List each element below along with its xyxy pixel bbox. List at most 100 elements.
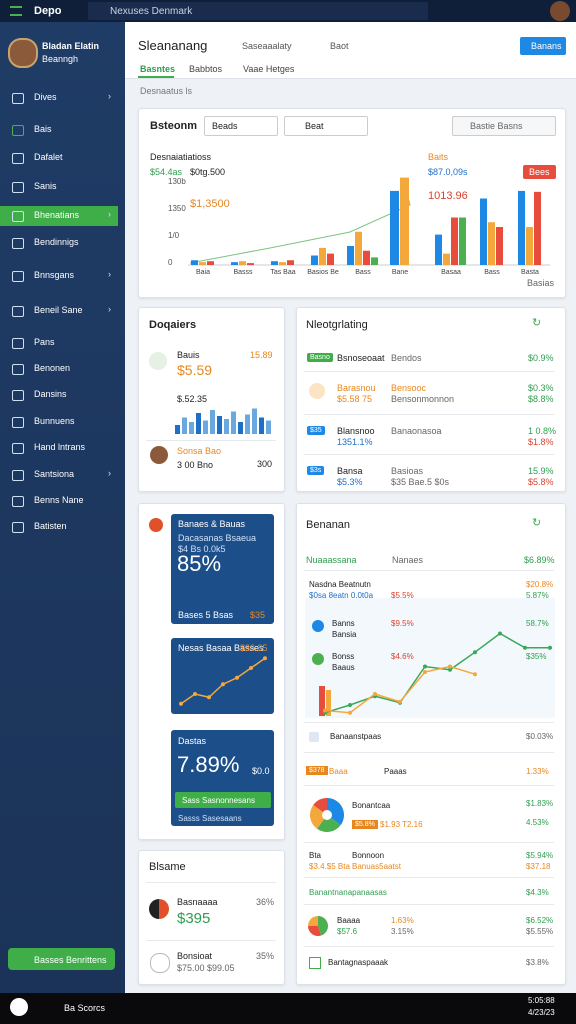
profile-name: Bladan Elatin bbox=[42, 41, 100, 51]
user-avatar[interactable] bbox=[550, 1, 570, 21]
primary-button[interactable] bbox=[520, 37, 566, 55]
menu-item[interactable]: Bnnsgans bbox=[34, 270, 75, 280]
tile-button[interactable] bbox=[175, 792, 271, 808]
spark-bar bbox=[224, 419, 229, 434]
header-link[interactable]: Saseaaalaty bbox=[242, 41, 292, 51]
row-right: $5.55% bbox=[526, 927, 554, 936]
divider bbox=[304, 877, 554, 878]
sidebar bbox=[0, 22, 125, 993]
bar bbox=[319, 247, 326, 265]
tab[interactable]: Babbtos bbox=[189, 64, 223, 74]
menu-item[interactable]: Dafalet bbox=[34, 152, 63, 162]
menu-item[interactable]: Bunnuens bbox=[34, 416, 75, 426]
search-box[interactable] bbox=[88, 2, 428, 20]
spark-bar bbox=[203, 420, 208, 434]
menu-icon bbox=[12, 470, 24, 481]
menu-item[interactable]: Dives bbox=[34, 92, 57, 102]
tile[interactable] bbox=[171, 638, 274, 714]
bar bbox=[451, 217, 458, 265]
tile-point bbox=[221, 682, 225, 687]
tile[interactable] bbox=[171, 730, 274, 826]
clock: 5:05:88 bbox=[528, 996, 555, 1005]
devices-card bbox=[138, 307, 285, 492]
divider bbox=[146, 440, 276, 441]
profile-role: Beanngh bbox=[42, 54, 79, 64]
item-name: Basnaaaa bbox=[177, 897, 218, 907]
menu-item[interactable]: Bendinnigs bbox=[34, 237, 79, 247]
row-name: Blansnoo bbox=[337, 426, 375, 436]
bar bbox=[287, 260, 294, 265]
menu-active bbox=[0, 206, 118, 226]
row-name: Banns bbox=[332, 619, 355, 628]
menu-arrow: › bbox=[108, 304, 111, 314]
row-badge: $3s bbox=[307, 466, 325, 475]
date: 4/23/23 bbox=[528, 1008, 555, 1017]
tab[interactable]: Basntes bbox=[140, 64, 176, 74]
series-point bbox=[323, 708, 327, 713]
bar bbox=[311, 255, 318, 265]
head-name: Nuaaassana bbox=[306, 555, 357, 565]
row-right: $5.94% bbox=[526, 851, 554, 860]
row-sub: $1.93 T2.16 bbox=[380, 820, 423, 829]
bar bbox=[199, 262, 206, 265]
row-mid: Banaonasoa bbox=[391, 426, 442, 436]
tile[interactable] bbox=[171, 514, 274, 624]
tile-title: Dastas bbox=[178, 736, 207, 746]
bar bbox=[355, 231, 362, 265]
bar bbox=[231, 262, 238, 265]
tab[interactable]: Vaae Hetges bbox=[243, 64, 295, 74]
menu-item[interactable]: Santsiona bbox=[34, 469, 75, 479]
menu-item[interactable]: Pans bbox=[34, 337, 55, 347]
row-name: Barasnou bbox=[337, 383, 376, 393]
menu-item[interactable]: Hand lntrans bbox=[34, 442, 86, 452]
profile-avatar bbox=[8, 38, 38, 68]
menu-icon bbox=[12, 443, 24, 454]
task-search[interactable]: Ba Scorcs bbox=[64, 1003, 106, 1013]
header-link[interactable]: Baot bbox=[330, 41, 349, 51]
menu-item[interactable]: Batisten bbox=[34, 521, 67, 531]
item-side: 15.89 bbox=[250, 350, 273, 360]
menu-item[interactable]: Sanis bbox=[34, 181, 57, 191]
menu-item[interactable]: Bhenatians bbox=[34, 210, 80, 220]
filter[interactable] bbox=[204, 116, 278, 136]
tile-point bbox=[263, 656, 267, 661]
tile-sub: $4 Bs 0.0k5 bbox=[178, 544, 226, 554]
row-mid: $35 Bae.5 $0s bbox=[391, 477, 450, 487]
right-caption: Baits bbox=[428, 152, 449, 162]
search-text: Nexuses Denmark bbox=[110, 6, 193, 17]
row-right: $1.83% bbox=[526, 799, 554, 808]
row-icon bbox=[312, 620, 324, 632]
tile-point bbox=[249, 666, 253, 670]
x-label: Basaa bbox=[441, 269, 461, 276]
search[interactable] bbox=[452, 116, 556, 136]
menu-item[interactable]: Dansins bbox=[34, 389, 67, 399]
menu-item[interactable]: Beneil Sane bbox=[34, 305, 83, 315]
start-button[interactable] bbox=[10, 998, 28, 1016]
tile-icon bbox=[149, 518, 163, 532]
filter[interactable] bbox=[284, 116, 368, 136]
row-right: 1 0.8% bbox=[528, 426, 557, 436]
menu-arrow: › bbox=[108, 209, 111, 219]
row-badge: $378 bbox=[306, 766, 328, 775]
tile-point bbox=[179, 701, 183, 706]
bar bbox=[279, 262, 286, 265]
tile-value: 7.89% bbox=[177, 752, 240, 777]
menu-item[interactable]: Benonen bbox=[34, 363, 71, 373]
menu-item[interactable]: Bais bbox=[34, 124, 52, 134]
row-value: $57.6 bbox=[337, 927, 358, 936]
card-title: Benanan bbox=[306, 519, 351, 531]
item-name: Sonsa Bao bbox=[177, 446, 222, 456]
menu-icon[interactable] bbox=[10, 6, 22, 16]
bar bbox=[239, 261, 246, 265]
menu-item[interactable]: Benns Nane bbox=[34, 495, 84, 505]
card-action[interactable]: ↻ bbox=[532, 517, 542, 529]
item-value: $395 bbox=[177, 910, 211, 927]
tile-foot: Sasss Sasesaans bbox=[178, 814, 242, 823]
sidebar-button-label: Basses Benrittens bbox=[34, 955, 107, 965]
card-action[interactable]: ↻ bbox=[532, 317, 542, 329]
spark-bar bbox=[231, 411, 236, 434]
card-title: Bsteonm bbox=[150, 120, 198, 132]
row-sub: Bansia bbox=[332, 630, 357, 639]
menu-icon bbox=[12, 364, 24, 375]
sidebar-button[interactable] bbox=[8, 948, 115, 970]
